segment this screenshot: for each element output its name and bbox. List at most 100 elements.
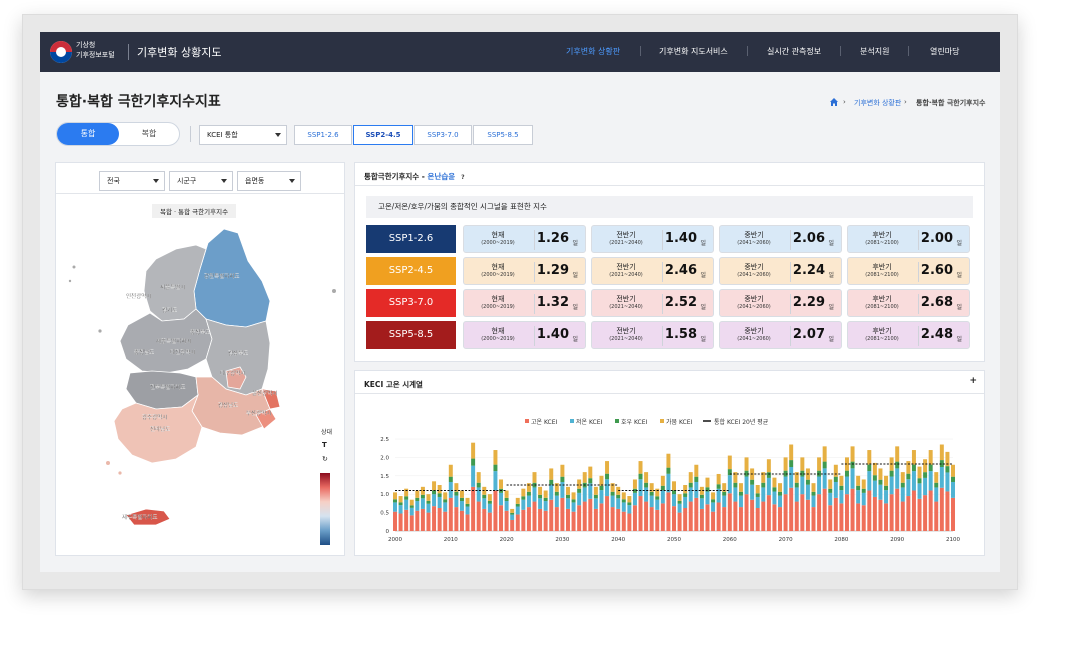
bar-segment: [850, 461, 855, 469]
bar-segment: [688, 482, 693, 488]
toggle-composite[interactable]: 복합: [141, 129, 157, 138]
toggle-integrated[interactable]: 통합: [57, 123, 119, 145]
unit-label: 일: [700, 240, 706, 247]
index-select[interactable]: KCEI 통합: [199, 125, 287, 145]
site-title[interactable]: 기후변화 상황지도: [137, 46, 222, 59]
bar-segment: [538, 486, 543, 495]
index-value: 1.58: [664, 327, 697, 342]
bar-segment: [716, 473, 721, 485]
index-value: 2.48: [920, 327, 953, 342]
bar-segment: [733, 487, 738, 502]
bar-segment: [906, 479, 911, 497]
bar-segment: [437, 508, 442, 531]
bar-segment: [415, 501, 420, 511]
nav-realtime-observation[interactable]: 실시간 관측정보: [767, 47, 822, 56]
bar-segment: [711, 499, 716, 503]
bar-segment: [839, 503, 844, 531]
label-jeju: 제주특별자치도: [122, 513, 157, 521]
breadcrumb-dashboard[interactable]: 기후변화 상황판: [854, 99, 902, 107]
bar-segment: [504, 501, 509, 511]
bar-segment: [844, 476, 849, 495]
bar-segment: [621, 511, 626, 531]
bar-segment: [487, 512, 492, 531]
tab-ssp5-85[interactable]: SSP5-8.5: [473, 125, 533, 145]
nav-climate-dashboard[interactable]: 기후변화 상황판: [566, 47, 621, 56]
bar-segment: [711, 502, 716, 512]
index-value-cell: 후반기 (2081~2100) 2.60 일: [847, 257, 970, 285]
type-toggle[interactable]: 통합 복합: [56, 122, 180, 146]
label-daejeon: 대전광역시: [170, 348, 195, 356]
bar-segment: [727, 475, 732, 494]
nav-map-service[interactable]: 기후변화 지도서비스: [659, 47, 728, 56]
index-value: 2.06: [792, 231, 825, 246]
bar-segment: [526, 495, 531, 508]
bar-segment: [694, 481, 699, 498]
region-select-nation[interactable]: 전국: [99, 171, 165, 191]
text-toggle-button[interactable]: T: [322, 441, 327, 449]
bar-segment: [605, 496, 610, 531]
chevron-down-icon: [275, 133, 281, 137]
help-icon[interactable]: ?: [461, 174, 465, 181]
bar-segment: [448, 481, 453, 498]
tab-ssp1-26[interactable]: SSP1-2.6: [294, 125, 352, 145]
bar-segment: [599, 490, 604, 504]
bar-segment: [543, 501, 548, 511]
bar-segment: [398, 502, 403, 506]
kma-logo-icon[interactable]: [50, 41, 72, 63]
region-select-eupmyeondong[interactable]: 읍면동: [237, 171, 301, 191]
bar-segment: [627, 513, 632, 531]
bar-segment: [426, 494, 431, 501]
period-name: 후반기: [872, 263, 892, 271]
region-select-sigungu[interactable]: 시군구: [169, 171, 233, 191]
bar-segment: [699, 494, 704, 499]
breadcrumb-arrow-icon: ›: [843, 98, 846, 106]
nav-open-forum[interactable]: 열린마당: [930, 47, 960, 56]
bar-segment: [621, 502, 626, 512]
index-value: 2.07: [792, 327, 825, 342]
bar-segment: [543, 497, 548, 502]
x-tick-label: 2000: [388, 537, 402, 543]
bar-segment: [817, 494, 822, 531]
label-chungbuk: 충청북도: [190, 328, 210, 336]
bar-segment: [493, 490, 498, 531]
bar-segment: [800, 476, 805, 495]
tab-ssp3-70[interactable]: SSP3-7.0: [414, 125, 472, 145]
bar-segment: [934, 501, 939, 531]
bar-segment: [404, 509, 409, 531]
period-name: 현재: [491, 295, 505, 303]
bar-segment: [605, 479, 610, 497]
bar-segment: [951, 476, 955, 482]
bar-segment: [644, 482, 649, 488]
bar-segment: [638, 496, 643, 531]
expand-plus-icon[interactable]: +: [969, 376, 977, 386]
bar-segment: [911, 490, 916, 531]
bar-segment: [856, 490, 861, 504]
region-daegu: [225, 366, 247, 390]
bar-segment: [565, 508, 570, 531]
bar-segment: [828, 505, 833, 531]
bar-segment: [549, 468, 554, 480]
period-years: (2081~2100): [865, 272, 899, 278]
bar-segment: [800, 470, 805, 477]
x-tick-label: 2030: [555, 537, 569, 543]
bar-segment: [532, 501, 537, 531]
bar-segment: [610, 491, 615, 496]
bar-segment: [833, 497, 838, 531]
nav-analysis-support[interactable]: 분석지원: [860, 47, 890, 56]
ssp-label-2: SSP3-7.0: [366, 289, 456, 317]
bar-segment: [538, 508, 543, 531]
tab-ssp2-45[interactable]: SSP2-4.5: [353, 125, 413, 145]
bar-segment: [605, 473, 610, 480]
legend-label: 호우 KCEI: [621, 419, 648, 426]
bar-segment: [833, 464, 838, 477]
bar-segment: [677, 494, 682, 501]
bar-segment: [582, 501, 587, 531]
label-jeonbuk: 전북특별자치도: [150, 383, 185, 391]
bar-segment: [800, 457, 805, 471]
period-years: (2041~2060): [737, 336, 771, 342]
legend-swatch: [615, 419, 619, 423]
korea-map[interactable]: 강원특별자치도 서울특별시 인천광역시 경기도 충청북도 세종특별자치시 대전광…: [56, 163, 344, 555]
refresh-icon[interactable]: ↻: [322, 455, 328, 463]
home-icon[interactable]: [830, 98, 838, 106]
bar-segment: [884, 503, 889, 531]
